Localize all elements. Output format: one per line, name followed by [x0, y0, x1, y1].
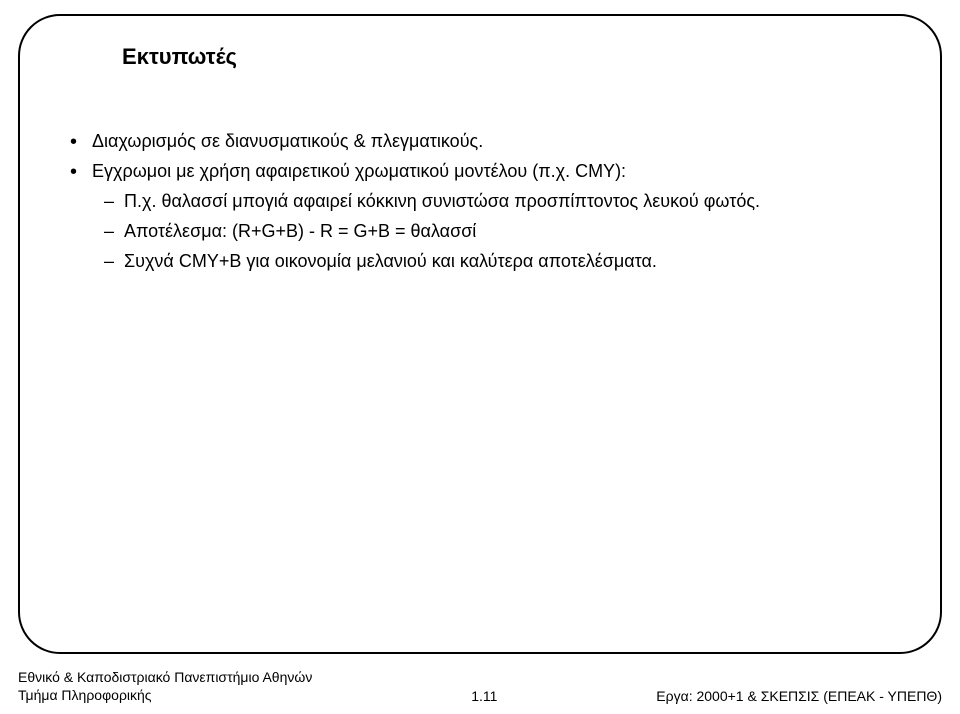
footer-left-line1: Εθνικό & Καποδιστριακό Πανεπιστήμιο Αθην… [18, 668, 312, 686]
bullet-l2: Συχνά CMY+B για οικονομία μελανιού και κ… [64, 248, 896, 274]
slide-title: Εκτυπωτές [122, 44, 896, 70]
footer-left: Εθνικό & Καποδιστριακό Πανεπιστήμιο Αθην… [18, 668, 312, 704]
footer: Εθνικό & Καποδιστριακό Πανεπιστήμιο Αθην… [18, 668, 942, 704]
footer-right: Εργα: 2000+1 & ΣΚΕΠΣΙΣ (ΕΠΕΑΚ - ΥΠΕΠΘ) [656, 688, 942, 704]
bullet-l2: Π.χ. θαλασσί μπογιά αφαιρεί κόκκινη συνι… [64, 188, 896, 214]
footer-left-line2: Τμήμα Πληροφορικής [18, 686, 312, 704]
bullet-l2: Αποτέλεσμα: (R+G+B) - R = G+B = θαλασσί [64, 218, 896, 244]
footer-page-number: 1.11 [471, 688, 497, 704]
slide-frame: Εκτυπωτές Διαχωρισμός σε διανυσματικούς … [18, 14, 942, 654]
bullet-l1: Εγχρωμοι με χρήση αφαιρετικού χρωματικού… [64, 158, 896, 184]
bullet-l1: Διαχωρισμός σε διανυσματικούς & πλεγματι… [64, 128, 896, 154]
slide-content: Διαχωρισμός σε διανυσματικούς & πλεγματι… [64, 128, 896, 274]
